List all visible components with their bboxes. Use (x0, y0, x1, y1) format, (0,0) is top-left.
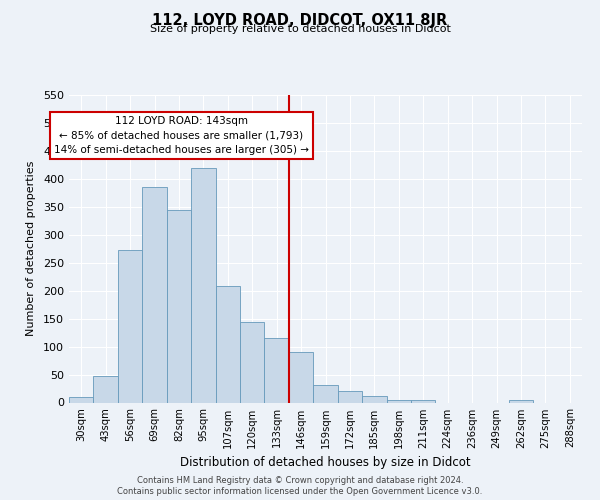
Bar (94, 376, 118, 402)
Bar (386, 400, 411, 402)
Bar (69, 397, 94, 402)
Text: 112, LOYD ROAD, DIDCOT, OX11 8JR: 112, LOYD ROAD, DIDCOT, OX11 8JR (152, 12, 448, 28)
Bar (215, 286, 240, 403)
Text: Contains public sector information licensed under the Open Government Licence v3: Contains public sector information licen… (118, 487, 482, 496)
X-axis label: Distribution of detached houses by size in Didcot: Distribution of detached houses by size … (180, 456, 471, 469)
Bar (289, 352, 313, 403)
Bar (509, 400, 533, 402)
Bar (191, 168, 215, 402)
Bar (240, 322, 265, 402)
Bar (142, 187, 167, 402)
Text: 112 LOYD ROAD: 143sqm
← 85% of detached houses are smaller (1,793)
14% of semi-d: 112 LOYD ROAD: 143sqm ← 85% of detached … (54, 116, 309, 155)
Y-axis label: Number of detached properties: Number of detached properties (26, 161, 36, 336)
Bar (167, 210, 191, 402)
Text: Size of property relative to detached houses in Didcot: Size of property relative to detached ho… (149, 24, 451, 34)
Bar (265, 338, 289, 402)
Text: Contains HM Land Registry data © Crown copyright and database right 2024.: Contains HM Land Registry data © Crown c… (137, 476, 463, 485)
Bar (362, 396, 386, 402)
Bar (118, 250, 142, 402)
Bar (338, 392, 362, 402)
Bar (411, 400, 436, 402)
Bar (313, 385, 338, 402)
